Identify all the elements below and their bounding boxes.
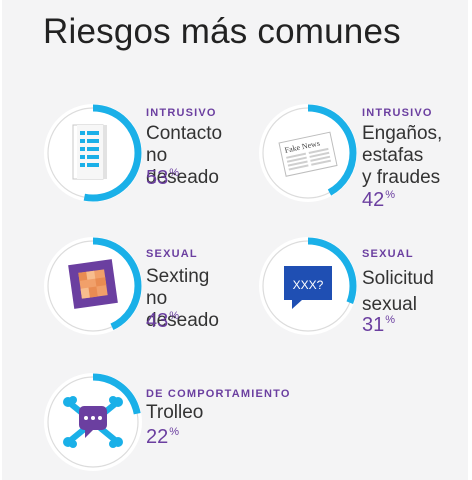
risk-category: SEXUAL — [146, 248, 198, 260]
risk-category: SEXUAL — [362, 248, 414, 260]
risk-percentage: 53% — [146, 167, 180, 189]
contact-list-icon — [72, 124, 107, 180]
risk-label: Trolleo — [146, 402, 204, 423]
fake-news-icon: Fake News — [278, 131, 338, 177]
risk-percentage: 22% — [146, 426, 180, 448]
risk-percentage: 31% — [362, 314, 396, 336]
risk-category: DE COMPORTAMIENTO — [146, 388, 291, 400]
risk-label: Contacto no deseado — [146, 123, 223, 188]
ring-progress-arc — [44, 104, 142, 202]
ring-progress-arc — [44, 237, 142, 335]
troll-crossbones-icon — [63, 396, 123, 448]
speech-text: XXX? — [293, 278, 324, 292]
risk-percentage: 42% — [362, 189, 396, 211]
ring-progress-arc — [44, 373, 142, 471]
risk-category: INTRUSIVO — [362, 107, 433, 119]
ring-progress-arc — [259, 104, 357, 202]
risk-category: INTRUSIVO — [146, 107, 217, 119]
risk-label: Solicitud sexual — [362, 268, 434, 315]
censored-photo-icon — [68, 259, 118, 309]
chat-question-icon: XXX? — [284, 266, 332, 309]
risk-percentage: 43% — [146, 310, 180, 332]
risk-label: Sexting no deseado — [146, 266, 219, 331]
page-title: Riesgos más comunes — [43, 12, 401, 51]
risk-label: Engaños, estafas y fraudes — [362, 123, 443, 188]
ring-progress-arc — [259, 237, 357, 335]
